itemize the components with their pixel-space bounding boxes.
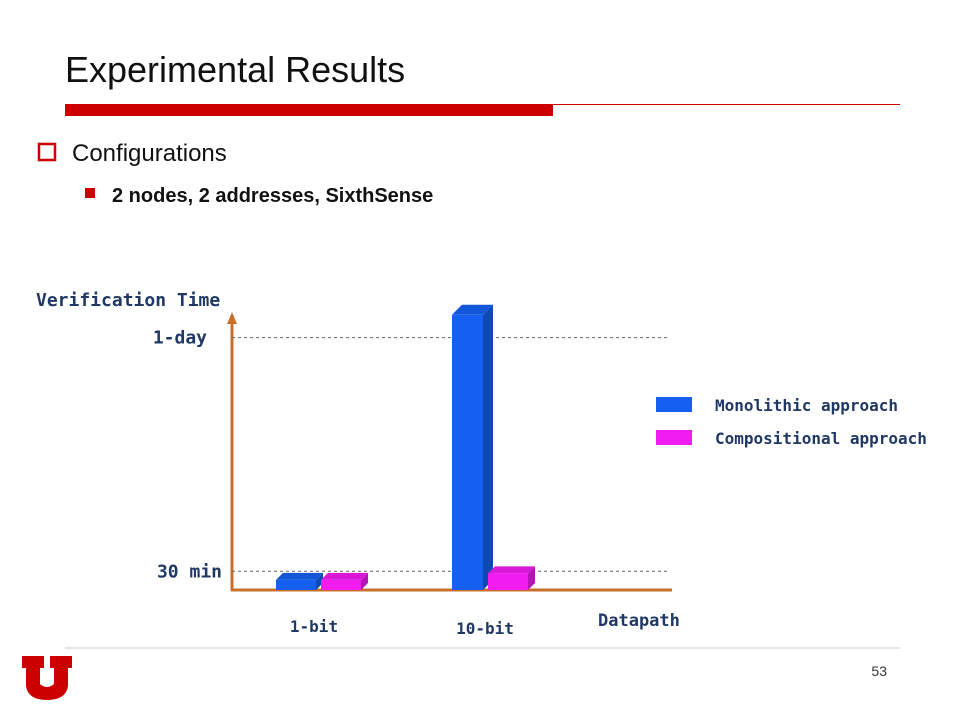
bar-side xyxy=(528,566,535,590)
legend-swatch xyxy=(656,430,692,445)
bar xyxy=(488,573,528,590)
legend-label: Compositional approach xyxy=(715,429,927,448)
bar-side xyxy=(361,572,368,590)
sub-bullet-text: 2 nodes, 2 addresses, SixthSense xyxy=(112,185,433,207)
title-underline xyxy=(65,104,553,116)
logo-detail xyxy=(43,676,51,686)
x-axis-label: Datapath xyxy=(598,611,680,631)
x-tick-label: 1-bit xyxy=(290,617,338,636)
legend-swatch xyxy=(656,397,692,412)
bar-top xyxy=(488,566,535,574)
bar xyxy=(321,579,361,590)
bullet-text: Configurations xyxy=(72,140,227,167)
bar-top xyxy=(321,572,368,580)
logo xyxy=(22,656,72,700)
chart: 30 min 1-day 1-bit 10-bit Monolithic approac… xyxy=(153,304,927,638)
y-axis-label: Verification Time xyxy=(36,290,220,311)
bar-top xyxy=(276,572,323,580)
bar xyxy=(276,579,316,590)
y-axis-arrow xyxy=(227,312,237,324)
bar-side xyxy=(316,572,323,590)
slide-title: Experimental Results xyxy=(65,49,405,90)
legend-label: Monolithic approach xyxy=(715,396,898,415)
bullet-icon xyxy=(37,142,57,162)
y-tick-label: 1-day xyxy=(153,328,207,349)
page-number: 53 xyxy=(871,663,887,679)
bar-top xyxy=(452,304,493,315)
y-tick-label: 30 min xyxy=(157,561,222,582)
bar-side xyxy=(483,304,493,590)
bar xyxy=(452,314,483,590)
x-tick-label: 10-bit xyxy=(456,619,514,638)
sub-bullet-icon xyxy=(85,188,95,198)
